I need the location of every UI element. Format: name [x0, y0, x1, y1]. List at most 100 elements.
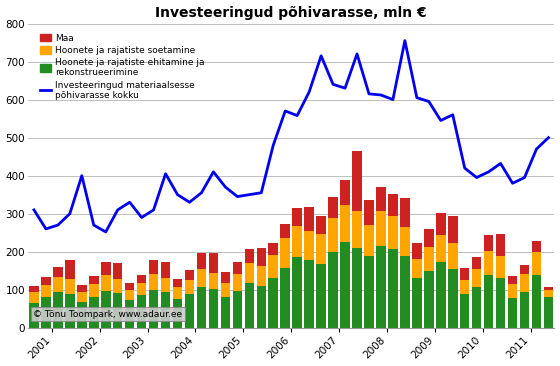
Bar: [292, 208, 302, 226]
Bar: [113, 263, 123, 279]
Bar: [496, 277, 505, 328]
Bar: [185, 280, 194, 294]
Bar: [268, 278, 278, 328]
Bar: [352, 211, 362, 248]
Bar: [149, 274, 158, 290]
Bar: [400, 256, 410, 328]
Bar: [41, 285, 51, 297]
Bar: [460, 268, 469, 280]
Bar: [496, 256, 505, 277]
Bar: [448, 216, 458, 243]
Bar: [197, 287, 206, 328]
Bar: [424, 271, 433, 328]
Bar: [256, 286, 266, 328]
Bar: [412, 243, 422, 258]
Bar: [172, 279, 183, 287]
Bar: [77, 302, 87, 328]
Bar: [316, 264, 326, 328]
Bar: [245, 283, 254, 328]
Bar: [281, 268, 290, 328]
Bar: [53, 277, 63, 292]
Bar: [65, 279, 74, 294]
Bar: [531, 252, 542, 275]
Title: Investeeringud põhivarasse, mln €: Investeeringud põhivarasse, mln €: [155, 5, 427, 19]
Bar: [316, 216, 326, 234]
Bar: [149, 290, 158, 328]
Bar: [292, 226, 302, 257]
Bar: [388, 216, 398, 249]
Bar: [316, 234, 326, 264]
Bar: [544, 287, 553, 290]
Bar: [305, 231, 314, 260]
Bar: [53, 266, 63, 277]
Bar: [531, 275, 542, 328]
Bar: [29, 292, 39, 303]
Bar: [65, 260, 74, 279]
Bar: [376, 246, 386, 328]
Bar: [232, 274, 242, 291]
Bar: [508, 284, 517, 298]
Bar: [41, 277, 51, 285]
Bar: [125, 283, 134, 290]
Bar: [484, 235, 493, 251]
Bar: [137, 295, 146, 328]
Bar: [340, 205, 350, 242]
Bar: [41, 297, 51, 328]
Bar: [185, 294, 194, 328]
Bar: [544, 290, 553, 296]
Bar: [221, 296, 230, 328]
Legend: Maa, Hoonete ja rajatiste soetamine, Hoonete ja rajatiste ehitamine ja
rekonstru: Maa, Hoonete ja rajatiste soetamine, Hoo…: [38, 31, 207, 103]
Bar: [436, 262, 446, 328]
Bar: [388, 194, 398, 216]
Bar: [364, 225, 374, 256]
Bar: [424, 247, 433, 271]
Bar: [376, 211, 386, 246]
Bar: [448, 269, 458, 328]
Bar: [149, 260, 158, 274]
Bar: [364, 256, 374, 328]
Bar: [256, 266, 266, 286]
Bar: [520, 274, 529, 292]
Bar: [508, 276, 517, 284]
Bar: [221, 283, 230, 296]
Bar: [77, 285, 87, 292]
Bar: [65, 294, 74, 328]
Bar: [472, 257, 482, 269]
Bar: [113, 279, 123, 293]
Bar: [508, 298, 517, 328]
Bar: [496, 234, 505, 256]
Bar: [484, 251, 493, 274]
Bar: [292, 257, 302, 328]
Bar: [197, 253, 206, 269]
Bar: [531, 241, 542, 252]
Bar: [89, 296, 99, 328]
Bar: [172, 299, 183, 328]
Bar: [209, 289, 218, 328]
Bar: [125, 300, 134, 328]
Bar: [197, 269, 206, 287]
Bar: [412, 278, 422, 328]
Bar: [328, 197, 338, 218]
Bar: [89, 276, 99, 284]
Bar: [161, 292, 170, 328]
Bar: [53, 292, 63, 328]
Bar: [29, 285, 39, 292]
Bar: [221, 272, 230, 283]
Bar: [77, 292, 87, 302]
Bar: [472, 269, 482, 287]
Bar: [245, 263, 254, 283]
Bar: [352, 151, 362, 211]
Bar: [245, 249, 254, 263]
Bar: [520, 265, 529, 274]
Bar: [305, 207, 314, 231]
Bar: [352, 248, 362, 328]
Bar: [125, 290, 134, 300]
Bar: [232, 291, 242, 328]
Bar: [101, 274, 110, 291]
Bar: [364, 199, 374, 225]
Bar: [328, 252, 338, 328]
Text: © Tõnu Toompark, www.adaur.ee: © Tõnu Toompark, www.adaur.ee: [33, 310, 183, 319]
Bar: [161, 277, 170, 292]
Bar: [29, 303, 39, 328]
Bar: [185, 270, 194, 280]
